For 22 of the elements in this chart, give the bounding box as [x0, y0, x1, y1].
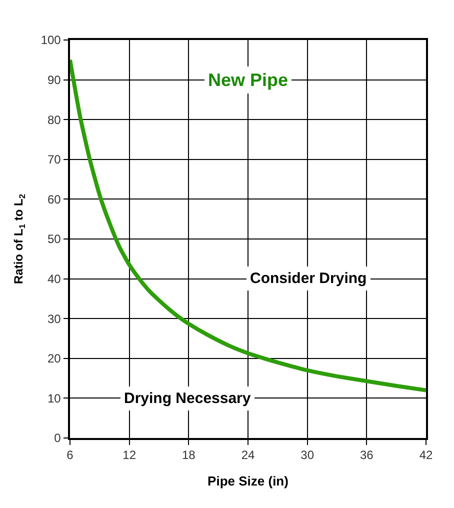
y-tick-label: 20 — [47, 352, 62, 366]
y-tick-label: 90 — [47, 73, 62, 87]
y-tick-label: 70 — [47, 152, 62, 167]
y-tick-label: 40 — [47, 272, 62, 286]
x-tick-label: 36 — [360, 448, 374, 462]
x-tick-label: 6 — [66, 448, 74, 462]
x-axis-title: Pipe Size (in) — [208, 473, 288, 488]
y-tick-label: 80 — [47, 112, 62, 127]
x-tick-label: 18 — [182, 448, 196, 462]
x-tick-label: 30 — [300, 448, 314, 462]
y-tick-label: 30 — [47, 312, 62, 326]
y-tick-label: 10 — [47, 391, 62, 406]
y-tick-label: 50 — [47, 232, 62, 246]
annotation: New Pipe — [208, 70, 288, 90]
y-tick-label: 100 — [40, 33, 62, 48]
x-tick-label: 42 — [419, 448, 433, 462]
y-tick-label: 0 — [54, 431, 62, 446]
x-tick-label: 12 — [122, 448, 136, 462]
annotation: Consider Drying — [250, 270, 367, 287]
y-tick-label: 60 — [47, 192, 62, 206]
annotation: Drying Necessary — [124, 390, 252, 407]
x-tick-label: 24 — [241, 448, 255, 462]
